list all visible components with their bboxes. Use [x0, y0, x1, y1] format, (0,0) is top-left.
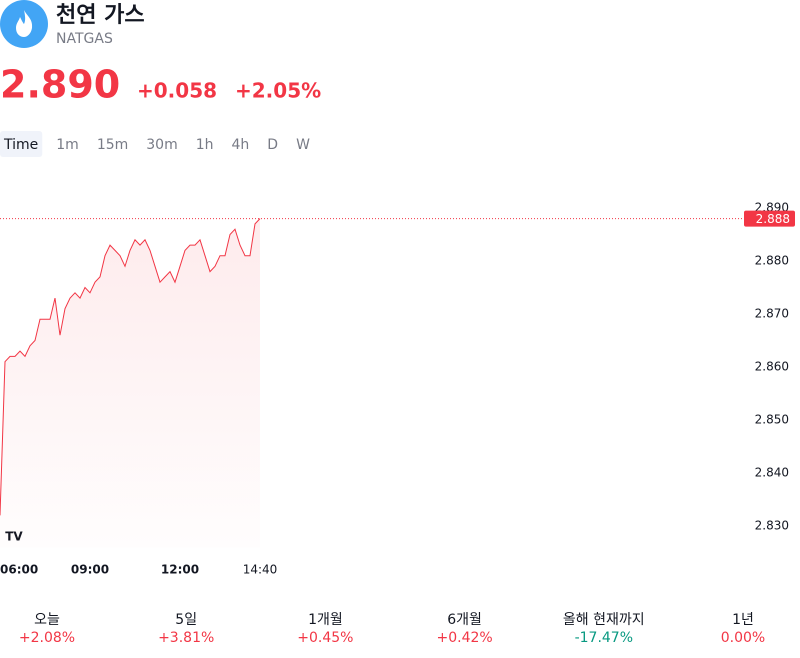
period-label: 오늘 — [34, 612, 60, 628]
period-button[interactable]: 1년 0.00% — [721, 612, 765, 646]
logo — [0, 0, 48, 48]
y-tick-label: 2.860 — [755, 360, 789, 374]
interval-button[interactable]: 1h — [196, 137, 214, 153]
period-button[interactable]: 1개월 +0.45% — [297, 612, 353, 646]
interval-button[interactable]: 4h — [232, 137, 250, 153]
x-tick-label: 06:00 — [0, 563, 38, 577]
interval-button[interactable]: W — [296, 137, 310, 153]
period-label: 6개월 — [447, 612, 482, 628]
interval-button[interactable]: 1m — [56, 137, 79, 153]
last-price-badge — [744, 210, 795, 227]
period-button[interactable]: 오늘 +2.08% — [19, 612, 75, 646]
period-button[interactable]: 올해 현재까지 -17.47% — [563, 612, 645, 646]
x-tick-label: 14:40 — [243, 563, 278, 577]
instrument-name: 천연 가스 — [56, 3, 145, 28]
change: +0.058 — [137, 79, 217, 103]
y-tick-label: 2.840 — [755, 466, 789, 480]
period-change: +0.42% — [436, 630, 492, 646]
price: 2.890 — [0, 63, 120, 107]
period-label: 1개월 — [308, 612, 343, 628]
period-label: 올해 현재까지 — [563, 612, 645, 628]
price-line — [0, 218, 261, 516]
y-tick-label: 2.880 — [755, 254, 789, 268]
period-change: +3.81% — [158, 630, 214, 646]
x-tick-label: 12:00 — [161, 563, 199, 577]
period-change: +2.08% — [19, 630, 75, 646]
period-change: 0.00% — [721, 630, 765, 646]
y-tick-label: 2.850 — [755, 413, 789, 427]
change-percent: +2.05% — [235, 79, 321, 103]
interval-button[interactable]: D — [267, 137, 278, 153]
period-button[interactable]: 6개월 +0.42% — [436, 612, 492, 646]
interval-button[interactable]: 30m — [146, 137, 177, 153]
period-change: +0.45% — [297, 630, 353, 646]
period-label: 5일 — [175, 612, 197, 628]
area — [0, 218, 260, 548]
last-price-label: 2.888 — [756, 212, 790, 226]
period-button[interactable]: 5일 +3.81% — [158, 612, 214, 646]
instrument-symbol: NATGAS — [56, 31, 113, 47]
interval-button[interactable]: 15m — [97, 137, 128, 153]
interval-bg — [0, 131, 43, 157]
interval-button[interactable]: Time — [3, 137, 38, 153]
x-tick-label: 09:00 — [71, 563, 109, 577]
period-label: 1년 — [732, 612, 754, 628]
y-tick-label: 2.870 — [755, 307, 789, 321]
y-tick-label: 2.830 — [755, 519, 789, 533]
period-change: -17.47% — [575, 630, 633, 646]
